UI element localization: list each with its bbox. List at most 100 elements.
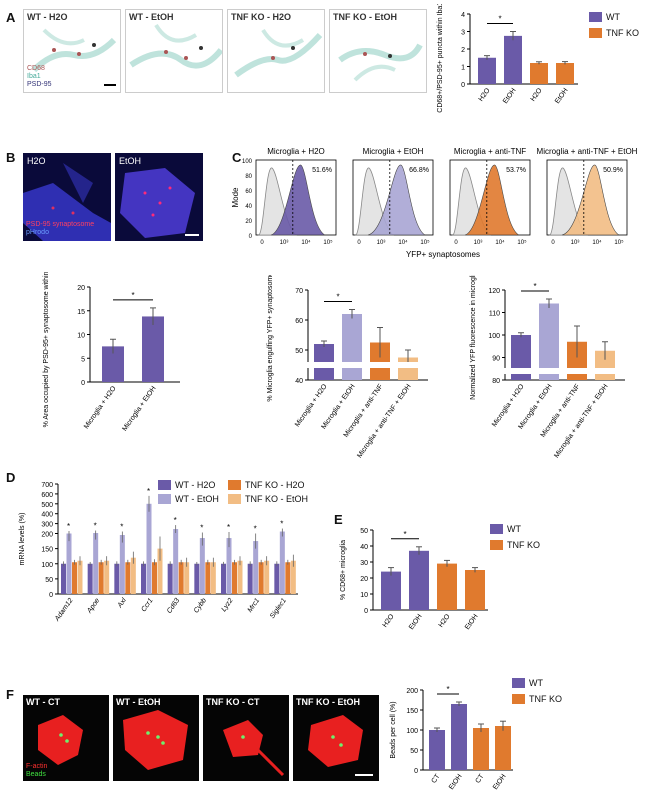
legend-label: WT - H2O bbox=[175, 480, 216, 490]
y-axis-label: mRNA levels (%) bbox=[19, 513, 26, 566]
legend-swatch bbox=[589, 28, 602, 38]
y-axis-label: % Microglia engulfing YFP+ synaptosomes bbox=[267, 275, 274, 402]
histograms-c: Mode 100 80 60 40 20 0 Microglia + H2O 51.6% 0 10³… bbox=[231, 147, 638, 259]
legend-d-tnf-h2o: TNF KO - H2O bbox=[228, 480, 305, 490]
panel-label-b: B bbox=[6, 150, 16, 165]
x-tick-label: 0 bbox=[357, 240, 361, 246]
panel-label-d: D bbox=[6, 470, 16, 485]
bar bbox=[247, 563, 253, 594]
bar bbox=[264, 560, 270, 594]
micrograph-a2 bbox=[129, 23, 222, 69]
x-tick-label: H2O bbox=[478, 87, 492, 103]
legend-label: TNF KO bbox=[529, 694, 562, 704]
bar bbox=[258, 562, 264, 594]
x-tick-label: 10³ bbox=[571, 240, 580, 246]
legend-swatch bbox=[228, 480, 241, 490]
y-tick-label: 0 bbox=[364, 608, 368, 615]
x-tick-label: Microglia + anti-TNF + EtOH bbox=[356, 383, 412, 459]
image-f4-title: TNF KO - EtOH bbox=[296, 697, 360, 707]
y-tick-label: 100 bbox=[488, 333, 500, 340]
x-tick-label: 10³ bbox=[377, 240, 386, 246]
image-a4-title: TNF KO - EtOH bbox=[333, 12, 397, 22]
bar bbox=[178, 562, 184, 594]
legend-e-wt: WT bbox=[490, 524, 521, 534]
bar bbox=[429, 730, 445, 770]
bar bbox=[152, 562, 157, 594]
x-tick-label: H2O bbox=[530, 87, 544, 103]
x-tick-label: 0 bbox=[551, 240, 555, 246]
histogram-sample bbox=[270, 164, 326, 236]
y-tick-label: 0 bbox=[461, 82, 465, 89]
chart-c2: 80 90 100 110 120 Normalized YFP fluorescence… bbox=[470, 275, 625, 459]
panel-label-c: C bbox=[232, 150, 242, 165]
y-tick-label: 50 bbox=[295, 348, 303, 355]
x-tick-label: EtOH bbox=[554, 87, 570, 105]
y-tick-label: 600 bbox=[41, 492, 53, 499]
legend-label: WT bbox=[507, 524, 521, 534]
panel-label-e: E bbox=[334, 512, 343, 527]
bar bbox=[539, 303, 559, 380]
bar bbox=[253, 541, 259, 594]
x-tick-label: Apoe bbox=[86, 597, 102, 615]
y-tick-label: 150 bbox=[41, 547, 53, 554]
significance-star: * bbox=[446, 685, 449, 694]
y-tick-label: 120 bbox=[488, 288, 500, 295]
x-tick-label: Cybb bbox=[193, 597, 208, 614]
significance-star: * bbox=[403, 530, 406, 539]
y-tick-label: 20 bbox=[77, 285, 85, 292]
bar bbox=[279, 531, 285, 594]
bar bbox=[130, 557, 136, 594]
stain-psd95: PSD-95 bbox=[27, 81, 52, 88]
y-tick-label: 10 bbox=[77, 333, 85, 340]
significance-star: * bbox=[336, 293, 339, 302]
x-tick-label: 10⁴ bbox=[495, 239, 505, 246]
significance-star: * bbox=[498, 15, 501, 24]
gate-percent: 66.8% bbox=[409, 167, 429, 174]
significance-star: * bbox=[174, 516, 177, 525]
histogram-title: Microglia + H2O bbox=[267, 147, 325, 156]
bar bbox=[66, 533, 72, 594]
legend-f-wt: WT bbox=[512, 678, 543, 688]
bar bbox=[237, 560, 243, 594]
micrograph-a1 bbox=[31, 28, 117, 86]
x-tick-label: Microglia + anti-TNF + EtOH bbox=[553, 383, 609, 459]
bar bbox=[77, 560, 83, 594]
y-tick-label: 200 bbox=[41, 532, 53, 539]
y-tick-label: 700 bbox=[41, 482, 53, 489]
bar bbox=[184, 562, 190, 594]
legend-d-wt-h2o: WT - H2O bbox=[158, 480, 215, 490]
x-tick-label: 10⁴ bbox=[301, 239, 311, 246]
significance-star: * bbox=[200, 524, 203, 533]
bar bbox=[409, 550, 429, 610]
bar bbox=[473, 728, 489, 770]
y-tick-label: 300 bbox=[41, 522, 53, 529]
legend-label: TNF KO bbox=[606, 28, 639, 38]
y-tick-label: 2 bbox=[461, 47, 465, 54]
y-axis-label: % CD68+ microglia bbox=[340, 540, 347, 600]
stain-iba1: Iba1 bbox=[27, 73, 41, 80]
image-b-h2o: H2O PSD-95 synaptosome pHrodo bbox=[23, 153, 111, 241]
bar bbox=[142, 316, 164, 382]
stain-beads: Beads bbox=[26, 771, 46, 778]
y-axis-label: Normalized YFP fluorescence in microglia bbox=[470, 275, 477, 400]
y-tick-label: 80 bbox=[492, 378, 500, 385]
bar bbox=[210, 562, 216, 594]
x-tick-label: EtOH bbox=[408, 613, 424, 631]
stain-f-actin: F-actin bbox=[26, 763, 48, 770]
legend-label: WT bbox=[529, 678, 543, 688]
bar bbox=[370, 342, 390, 380]
image-f2-title: WT - EtOH bbox=[116, 697, 161, 707]
bar bbox=[381, 571, 401, 610]
x-tick-label: EtOH bbox=[448, 773, 464, 791]
gate-percent: 53.7% bbox=[506, 167, 526, 174]
x-tick-label: 0 bbox=[260, 240, 264, 246]
significance-star: * bbox=[147, 487, 150, 496]
bar bbox=[194, 563, 200, 594]
y-tick-label: 0 bbox=[249, 234, 253, 240]
image-f-tnf-ct: TNF KO - CT bbox=[203, 695, 289, 781]
y-tick-label: 20 bbox=[360, 576, 368, 583]
histogram-sample bbox=[561, 164, 621, 236]
chart-d: 0 50 100 150 200 300 400 500 600 700 mRNA levels (… bbox=[19, 482, 298, 623]
y-tick-label: 500 bbox=[41, 502, 53, 509]
